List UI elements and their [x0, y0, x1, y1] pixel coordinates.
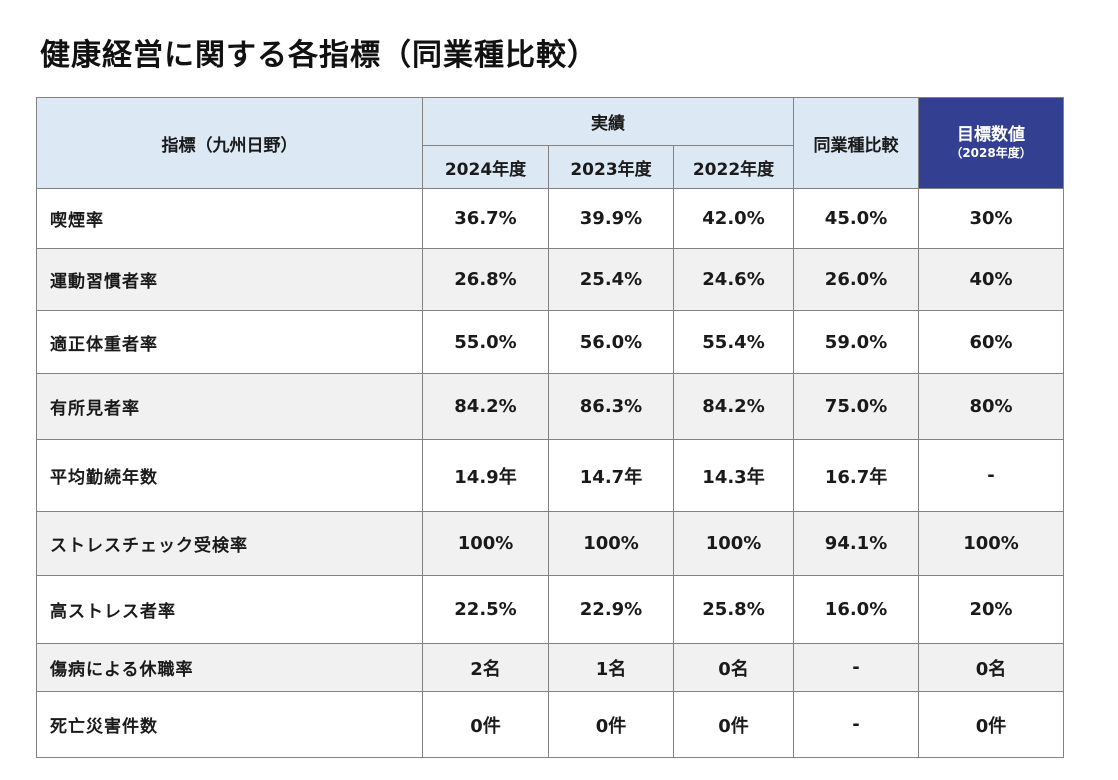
cell-2022: 0件 [672, 691, 795, 758]
cell-industry: 16.0% [793, 575, 920, 644]
cell-2022: 25.8% [672, 575, 795, 644]
cell-2024: 14.9年 [422, 439, 549, 512]
cell-2022: 55.4% [672, 310, 795, 374]
table-body: 喫煙率 36.7% 39.9% 42.0% 45.0% 30% 運動習慣者率 2… [36, 188, 1065, 758]
cell-industry: 26.0% [793, 248, 920, 311]
cell-2022: 24.6% [672, 248, 795, 311]
cell-2024: 22.5% [422, 575, 549, 644]
cell-industry: 59.0% [793, 310, 920, 374]
cell-2023: 0件 [548, 691, 674, 758]
cell-2024: 2名 [422, 643, 549, 692]
page-title: 健康経営に関する各指標（同業種比較） [40, 38, 598, 73]
row-label: 高ストレス者率 [36, 575, 423, 644]
cell-2023: 1名 [548, 643, 674, 692]
cell-2022: 100% [672, 511, 795, 576]
cell-target: 20% [918, 575, 1065, 644]
row-label: 有所見者率 [36, 373, 423, 440]
cell-industry: 75.0% [793, 373, 920, 440]
cell-2023: 56.0% [548, 310, 674, 374]
cell-industry: - [793, 691, 920, 758]
table-row: 適正体重者率 55.0% 56.0% 55.4% 59.0% 60% [36, 310, 1065, 374]
row-label: 適正体重者率 [36, 310, 423, 374]
cell-target: 80% [918, 373, 1065, 440]
header-indicator: 指標（九州日野） [36, 97, 423, 189]
cell-target: - [918, 439, 1065, 512]
table-row: 喫煙率 36.7% 39.9% 42.0% 45.0% 30% [36, 188, 1065, 249]
row-label: 傷病による休職率 [36, 643, 423, 692]
cell-2024: 55.0% [422, 310, 549, 374]
kpi-comparison-table: 指標（九州日野） 実績 同業種比較 目標数値 （2028年度） 2024年度 2… [36, 97, 1065, 758]
cell-industry: 16.7年 [793, 439, 920, 512]
cell-2022: 0名 [672, 643, 795, 692]
cell-industry: 94.1% [793, 511, 920, 576]
table-header: 指標（九州日野） 実績 同業種比較 目標数値 （2028年度） 2024年度 2… [36, 97, 1065, 189]
cell-target: 0名 [918, 643, 1065, 692]
row-label: ストレスチェック受検率 [36, 511, 423, 576]
row-label: 死亡災害件数 [36, 691, 423, 758]
cell-2023: 86.3% [548, 373, 674, 440]
table-row: 運動習慣者率 26.8% 25.4% 24.6% 26.0% 40% [36, 248, 1065, 311]
cell-2024: 0件 [422, 691, 549, 758]
header-year-2023: 2023年度 [548, 145, 674, 189]
row-label: 平均勤続年数 [36, 439, 423, 512]
header-target-sub: （2028年度） [950, 146, 1032, 161]
cell-target: 60% [918, 310, 1065, 374]
row-label: 喫煙率 [36, 188, 423, 249]
cell-target: 0件 [918, 691, 1065, 758]
table-row: 平均勤続年数 14.9年 14.7年 14.3年 16.7年 - [36, 439, 1065, 512]
cell-2023: 25.4% [548, 248, 674, 311]
header-year-2024: 2024年度 [422, 145, 549, 189]
cell-target: 100% [918, 511, 1065, 576]
cell-2024: 26.8% [422, 248, 549, 311]
table-row: 死亡災害件数 0件 0件 0件 - 0件 [36, 691, 1065, 758]
cell-industry: 45.0% [793, 188, 920, 249]
cell-industry: - [793, 643, 920, 692]
header-industry-comparison: 同業種比較 [793, 97, 920, 189]
cell-2022: 84.2% [672, 373, 795, 440]
cell-2023: 14.7年 [548, 439, 674, 512]
table-row: 有所見者率 84.2% 86.3% 84.2% 75.0% 80% [36, 373, 1065, 440]
table-row: ストレスチェック受検率 100% 100% 100% 94.1% 100% [36, 511, 1065, 576]
row-label: 運動習慣者率 [36, 248, 423, 311]
table-row: 傷病による休職率 2名 1名 0名 - 0名 [36, 643, 1065, 692]
header-target-main: 目標数値 [957, 124, 1026, 145]
header-results-group: 実績 [421, 97, 795, 146]
cell-target: 30% [918, 188, 1065, 249]
header-year-2022: 2022年度 [672, 145, 795, 189]
cell-2024: 100% [422, 511, 549, 576]
cell-target: 40% [918, 248, 1065, 311]
cell-2022: 14.3年 [672, 439, 795, 512]
header-target-value: 目標数値 （2028年度） [918, 97, 1065, 189]
cell-2023: 100% [548, 511, 674, 576]
cell-2024: 36.7% [422, 188, 549, 249]
cell-2024: 84.2% [422, 373, 549, 440]
cell-2023: 39.9% [548, 188, 674, 249]
cell-2023: 22.9% [548, 575, 674, 644]
cell-2022: 42.0% [672, 188, 795, 249]
table-row: 高ストレス者率 22.5% 22.9% 25.8% 16.0% 20% [36, 575, 1065, 644]
